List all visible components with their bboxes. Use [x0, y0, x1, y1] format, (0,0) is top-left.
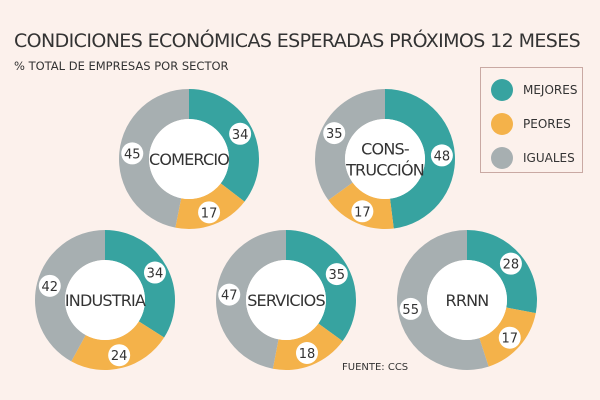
data-label-peores: 17: [501, 332, 518, 347]
donut-center: [427, 260, 507, 340]
donut-center: [246, 260, 326, 340]
value-bubble-mejores: [430, 144, 453, 167]
sector-label: TRUCCIÓN: [345, 161, 424, 180]
slice-iguales: [396, 230, 489, 371]
slice-iguales: [315, 89, 385, 201]
donut-1: 48 17 35 CONS- TRUCCIÓN: [315, 89, 456, 230]
legend-label-mejores: MEJORES: [523, 83, 578, 97]
value-bubble-iguales: [399, 297, 422, 320]
chart-subtitle: % TOTAL DE EMPRESAS POR SECTOR: [14, 59, 229, 73]
data-label-mejores: 28: [503, 258, 520, 273]
value-bubble-iguales: [218, 283, 241, 306]
data-label-peores: 17: [201, 206, 218, 221]
legend: MEJORES PEORES IGUALES: [480, 67, 583, 173]
legend-swatch-iguales: [491, 147, 513, 169]
legend-swatch-mejores: [491, 79, 513, 101]
donut-0: 34 17 45 COMERCIO: [118, 89, 259, 229]
value-bubble-peores: [295, 341, 318, 364]
slice-mejores: [286, 230, 356, 342]
slice-mejores: [467, 230, 538, 314]
data-label-mejores: 34: [232, 128, 249, 143]
donut-center: [65, 260, 145, 340]
data-label-peores: 17: [354, 205, 371, 220]
value-bubble-iguales: [38, 274, 61, 297]
legend-label-peores: PEORES: [523, 117, 571, 131]
slice-iguales: [35, 229, 105, 362]
slice-mejores: [385, 89, 456, 229]
chart-title: CONDICIONES ECONÓMICAS ESPERADAS PRÓXIMO…: [14, 30, 581, 52]
value-bubble-iguales: [323, 122, 346, 145]
legend-label-iguales: IGUALES: [523, 151, 575, 165]
data-label-iguales: 42: [42, 280, 59, 295]
value-bubble-iguales: [121, 142, 144, 165]
slice-mejores: [189, 89, 259, 202]
slice-iguales: [216, 230, 286, 369]
donut-4: 28 17 55 RRNN: [396, 230, 538, 371]
data-label-iguales: 35: [326, 127, 343, 142]
value-bubble-mejores: [143, 261, 166, 284]
value-bubble-peores: [198, 201, 221, 224]
data-label-mejores: 48: [434, 149, 451, 164]
donut-3: 35 18 47 SERVICIOS: [216, 230, 356, 370]
value-bubble-peores: [351, 200, 374, 223]
sector-label: INDUSTRIA: [65, 291, 146, 310]
value-bubble-mejores: [229, 122, 252, 145]
data-label-mejores: 35: [329, 268, 346, 283]
value-bubble-peores: [108, 344, 131, 367]
data-label-peores: 18: [299, 347, 316, 362]
data-label-iguales: 47: [221, 289, 238, 304]
data-label-mejores: 34: [147, 267, 164, 282]
value-bubble-mejores: [325, 263, 348, 286]
sector-label: RRNN: [446, 291, 489, 310]
donut-center: [149, 119, 229, 199]
data-label-iguales: 45: [124, 147, 141, 162]
sector-label: COMERCIO: [149, 150, 229, 169]
value-bubble-peores: [498, 326, 521, 349]
data-label-peores: 24: [111, 349, 128, 364]
sector-label: SERVICIOS: [247, 291, 325, 310]
slice-mejores: [105, 230, 175, 338]
data-label-iguales: 55: [402, 303, 419, 318]
source-note: FUENTE: CCS: [342, 362, 409, 373]
donut-center: [345, 119, 425, 199]
value-bubble-mejores: [499, 252, 522, 275]
donut-2: 34 24 42 INDUSTRIA: [35, 229, 175, 370]
sector-label: CONS-: [361, 140, 409, 159]
slice-iguales: [118, 89, 189, 228]
legend-swatch-peores: [491, 113, 513, 135]
